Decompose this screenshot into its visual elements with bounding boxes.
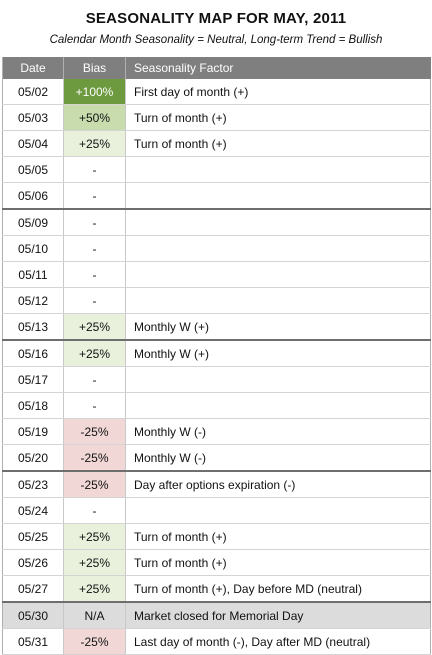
date-cell: 05/20 bbox=[2, 444, 64, 472]
date-cell: 05/10 bbox=[2, 235, 64, 262]
date-cell: 05/17 bbox=[2, 366, 64, 393]
factor-cell: Day after options expiration (-) bbox=[125, 471, 431, 498]
bias-header: Bias bbox=[63, 57, 126, 79]
table-row: 05/30 N/A Market closed for Memorial Day bbox=[2, 602, 431, 629]
table-body: 05/02 +100% First day of month (+) 05/03 +50… bbox=[2, 79, 431, 655]
table-row: 05/26 +25% Turn of month (+) bbox=[2, 549, 431, 576]
factor-cell bbox=[125, 182, 431, 210]
bias-cell: - bbox=[63, 392, 126, 419]
date-cell: 05/11 bbox=[2, 261, 64, 288]
bias-cell: - bbox=[63, 261, 126, 288]
factor-cell: First day of month (+) bbox=[125, 79, 431, 105]
date-cell: 05/12 bbox=[2, 287, 64, 314]
date-cell: 05/13 bbox=[2, 313, 64, 341]
date-cell: 05/19 bbox=[2, 418, 64, 445]
factor-cell: Turn of month (+) bbox=[125, 523, 431, 550]
seasonality-table: Date Bias Seasonality Factor 05/02 +100% F… bbox=[2, 57, 431, 655]
table-row: 05/24- bbox=[2, 497, 431, 524]
date-cell: 05/25 bbox=[2, 523, 64, 550]
seasonality-map: SEASONALITY MAP FOR MAY, 2011 Calendar M… bbox=[2, 10, 431, 655]
table-row: 05/25 +25% Turn of month (+) bbox=[2, 523, 431, 550]
bias-cell: +25% bbox=[63, 523, 126, 550]
table-row: 05/23 -25% Day after options expiration (-… bbox=[2, 471, 431, 498]
bias-cell: +25% bbox=[63, 575, 126, 603]
factor-cell bbox=[125, 392, 431, 419]
date-cell: 05/05 bbox=[2, 156, 64, 183]
date-cell: 05/18 bbox=[2, 392, 64, 419]
date-cell: 05/06 bbox=[2, 182, 64, 210]
page-title: SEASONALITY MAP FOR MAY, 2011 bbox=[85, 10, 347, 27]
date-cell: 05/27 bbox=[2, 575, 64, 603]
factor-cell bbox=[125, 261, 431, 288]
date-header: Date bbox=[2, 57, 64, 79]
bias-cell: - bbox=[63, 287, 126, 314]
bias-cell: -25% bbox=[63, 471, 126, 498]
date-cell: 05/23 bbox=[2, 471, 64, 498]
date-cell: 05/03 bbox=[2, 104, 64, 131]
factor-cell: Monthly W (-) bbox=[125, 444, 431, 472]
bias-cell: +50% bbox=[63, 104, 126, 131]
table-row: 05/13 +25% Monthly W (+) bbox=[2, 313, 431, 341]
bias-cell: +25% bbox=[63, 549, 126, 576]
table-row: 05/19 -25% Monthly W (-) bbox=[2, 418, 431, 445]
table-row: 05/06- bbox=[2, 182, 431, 210]
factor-cell bbox=[125, 156, 431, 183]
bias-cell: -25% bbox=[63, 444, 126, 472]
factor-cell: Turn of month (+) bbox=[125, 130, 431, 157]
factor-cell: Last day of month (-), Day after MD (neu… bbox=[125, 628, 431, 655]
factor-cell: Market closed for Memorial Day bbox=[125, 602, 431, 629]
table-row: 05/04 +25% Turn of month (+) bbox=[2, 130, 431, 157]
bias-cell: -25% bbox=[63, 418, 126, 445]
date-cell: 05/26 bbox=[2, 549, 64, 576]
factor-cell bbox=[125, 235, 431, 262]
table-row: 05/10- bbox=[2, 235, 431, 262]
table-row: 05/03 +50% Turn of month (+) bbox=[2, 104, 431, 131]
bias-cell: +100% bbox=[63, 79, 126, 105]
table-row: 05/09- bbox=[2, 209, 431, 236]
table-row: 05/12- bbox=[2, 287, 431, 314]
factor-cell: Monthly W (+) bbox=[125, 340, 431, 367]
factor-cell: Turn of month (+) bbox=[125, 104, 431, 131]
table-row: 05/02 +100% First day of month (+) bbox=[2, 79, 431, 105]
bias-cell: - bbox=[63, 235, 126, 262]
bias-cell: - bbox=[63, 182, 126, 210]
date-cell: 05/04 bbox=[2, 130, 64, 157]
bias-cell: +25% bbox=[63, 340, 126, 367]
date-cell: 05/30 bbox=[2, 602, 64, 629]
factor-cell bbox=[125, 497, 431, 524]
bias-cell: - bbox=[63, 366, 126, 393]
factor-cell: Turn of month (+), Day before MD (neutra… bbox=[125, 575, 431, 603]
factor-header: Seasonality Factor bbox=[125, 57, 431, 79]
factor-cell bbox=[125, 209, 431, 236]
factor-cell: Monthly W (+) bbox=[125, 313, 431, 341]
table-row: 05/16 +25% Monthly W (+) bbox=[2, 340, 431, 367]
bias-cell: -25% bbox=[63, 628, 126, 655]
bias-cell: - bbox=[63, 156, 126, 183]
bias-cell: N/A bbox=[63, 602, 126, 629]
factor-cell bbox=[125, 287, 431, 314]
factor-cell: Monthly W (-) bbox=[125, 418, 431, 445]
table-row: 05/18- bbox=[2, 392, 431, 419]
factor-cell bbox=[125, 366, 431, 393]
date-cell: 05/16 bbox=[2, 340, 64, 367]
table-row: 05/27 +25% Turn of month (+), Day before M… bbox=[2, 575, 431, 603]
bias-cell: +25% bbox=[63, 130, 126, 157]
table-row: 05/20 -25% Monthly W (-) bbox=[2, 444, 431, 472]
table-row: 05/31 -25% Last day of month (-), Day afte… bbox=[2, 628, 431, 655]
table-row: 05/11- bbox=[2, 261, 431, 288]
bias-cell: - bbox=[63, 209, 126, 236]
page-subtitle: Calendar Month Seasonality = Neutral, Lo… bbox=[49, 34, 383, 46]
bias-cell: - bbox=[63, 497, 126, 524]
header-row: Date Bias Seasonality Factor bbox=[2, 57, 431, 79]
date-cell: 05/24 bbox=[2, 497, 64, 524]
bias-cell: +25% bbox=[63, 313, 126, 341]
factor-cell: Turn of month (+) bbox=[125, 549, 431, 576]
date-cell: 05/09 bbox=[2, 209, 64, 236]
table-row: 05/17- bbox=[2, 366, 431, 393]
date-cell: 05/31 bbox=[2, 628, 64, 655]
table-row: 05/05- bbox=[2, 156, 431, 183]
date-cell: 05/02 bbox=[2, 79, 64, 105]
